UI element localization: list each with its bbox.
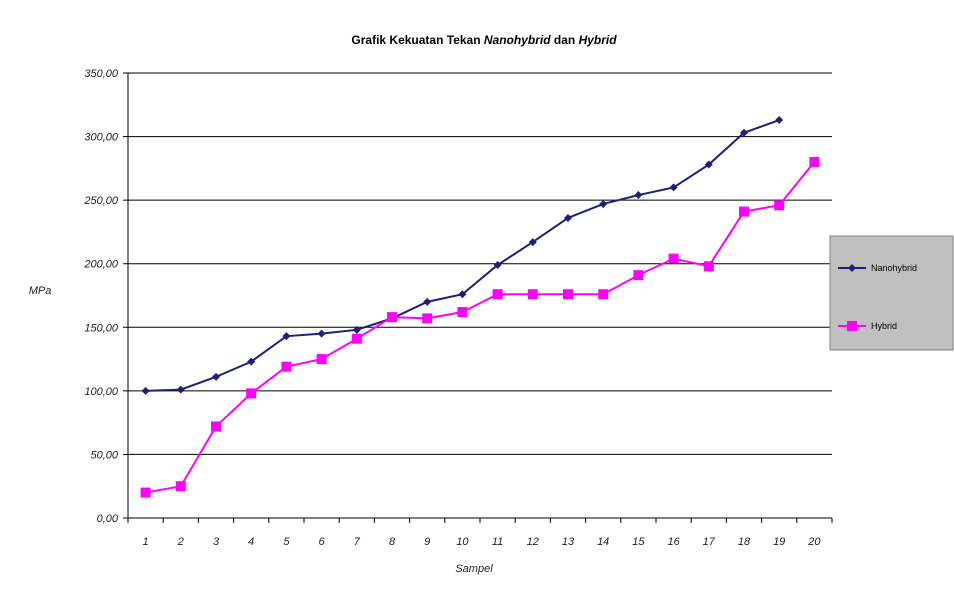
data-point (669, 183, 678, 192)
data-point (175, 481, 186, 492)
data-point (351, 333, 362, 344)
data-point (141, 386, 150, 395)
x-tick-label: 13 (562, 536, 575, 548)
series-nanohybrid (141, 116, 784, 395)
data-point (176, 385, 185, 394)
x-tick-label: 12 (527, 536, 539, 548)
legend: Nanohybrid Hybrid (829, 235, 954, 351)
legend-marker (847, 321, 857, 331)
data-point (422, 313, 433, 324)
data-point (528, 238, 537, 247)
x-tick-label: 6 (319, 536, 326, 548)
data-point (281, 361, 292, 372)
data-point (316, 354, 327, 365)
y-tick-label: 250,00 (83, 195, 119, 207)
data-point (211, 421, 221, 432)
data-point (599, 199, 608, 208)
data-point (140, 487, 151, 498)
data-point (668, 253, 679, 264)
legend-label: Hybrid (871, 321, 897, 331)
x-axis-title: Sampel (455, 563, 493, 575)
data-point (774, 200, 785, 211)
data-point (739, 206, 749, 217)
x-tick-label: 18 (738, 536, 751, 548)
x-tick-label: 3 (213, 536, 220, 548)
x-tick-label: 20 (807, 536, 821, 548)
series-line (145, 161, 816, 494)
y-tick-label: 100,00 (84, 386, 119, 398)
chart-title-part: Grafik Kekuatan Tekan (351, 33, 484, 47)
data-point (527, 289, 538, 300)
data-point (246, 388, 257, 399)
x-tick-label: 5 (283, 536, 290, 548)
x-tick-label: 7 (354, 536, 361, 548)
data-point (598, 289, 609, 300)
data-point (387, 312, 397, 323)
x-tick-label: 10 (456, 536, 469, 548)
x-tick-label: 19 (773, 536, 785, 548)
y-tick-label: 0,00 (97, 513, 119, 525)
x-tick-label: 2 (177, 536, 184, 548)
legend-marker (848, 264, 856, 272)
y-tick-label: 50,00 (90, 449, 118, 461)
x-tick-label: 17 (703, 536, 716, 548)
data-point (423, 297, 432, 306)
data-point (809, 157, 820, 167)
series-hybrid (140, 157, 820, 498)
y-tick-label: 300,00 (84, 132, 119, 144)
data-point (317, 329, 326, 338)
chart-title-part: Nanohybrid (484, 33, 551, 47)
y-tick-label: 350,00 (84, 68, 119, 80)
data-point (564, 213, 572, 222)
chart-title: Grafik Kekuatan Tekan Nanohybrid dan Hyb… (351, 33, 617, 47)
x-tick-label: 15 (632, 536, 645, 548)
data-point (775, 116, 784, 125)
y-tick-label: 150,00 (84, 322, 119, 334)
data-point (457, 307, 468, 318)
chart-title-part: Hybrid (579, 33, 618, 47)
grid-lines (127, 72, 832, 519)
y-axis-ticks: 0,00 50,00 100,00 150,00 200,00 250,00 300,00 3… (83, 68, 128, 525)
series-line (145, 119, 780, 392)
y-axis-title: MPa (29, 285, 52, 297)
x-tick-label: 8 (389, 536, 396, 548)
data-point (493, 260, 502, 269)
data-point (212, 372, 220, 381)
data-point (458, 290, 467, 299)
legend-label: Nanohybrid (871, 263, 917, 273)
series-lines (140, 116, 820, 498)
data-point (703, 261, 714, 272)
data-point (634, 191, 643, 200)
x-tick-label: 9 (424, 536, 430, 548)
data-point (563, 289, 573, 300)
y-tick-label: 200,00 (83, 259, 119, 271)
data-point (704, 160, 713, 169)
data-point (492, 289, 503, 300)
data-point (352, 325, 361, 334)
data-point (247, 357, 256, 366)
chart-title-part: dan (551, 33, 579, 47)
data-point (633, 270, 644, 281)
data-point (282, 332, 291, 341)
x-axis-ticks: 1 2 3 4 5 6 7 8 9 10 11 12 13 14 15 16 17 18 19 20 (127, 518, 833, 548)
data-point (740, 128, 748, 137)
x-tick-label: 4 (248, 536, 254, 548)
x-tick-label: 16 (667, 536, 680, 548)
legend-box (829, 235, 954, 351)
x-tick-label: 1 (143, 536, 149, 548)
x-tick-label: 14 (597, 536, 609, 548)
x-tick-label: 11 (492, 536, 503, 548)
